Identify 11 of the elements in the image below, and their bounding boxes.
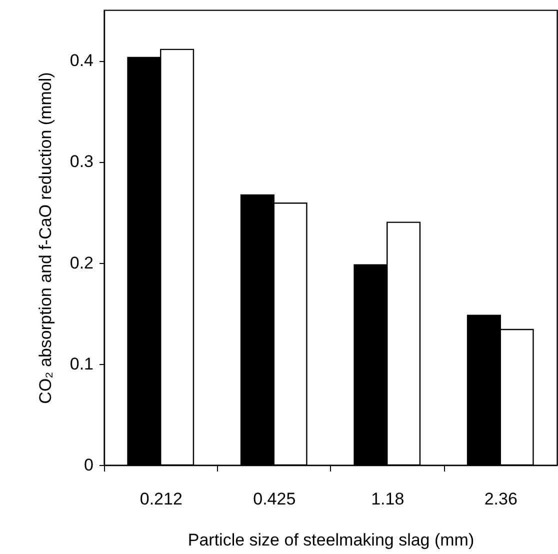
x-tick-label: 0.212 [140,490,182,508]
x-tick-label: 0.425 [253,490,296,508]
y-tick-label: 0.4 [70,51,94,70]
y-tick-label: 0.3 [70,152,94,172]
y-tick-label: 0 [84,456,94,474]
y-tick-label: 0.1 [70,354,94,374]
x-axis-title: Particle size of steelmaking slag (mm) [188,530,474,550]
y-tick-label: 0.2 [70,253,94,272]
x-tick-label: 1.18 [371,490,404,508]
y-axis-title: CO₂ absorption and f-CaO reduction (mmol) [36,72,55,404]
x-tick-label: 2.36 [484,490,518,508]
